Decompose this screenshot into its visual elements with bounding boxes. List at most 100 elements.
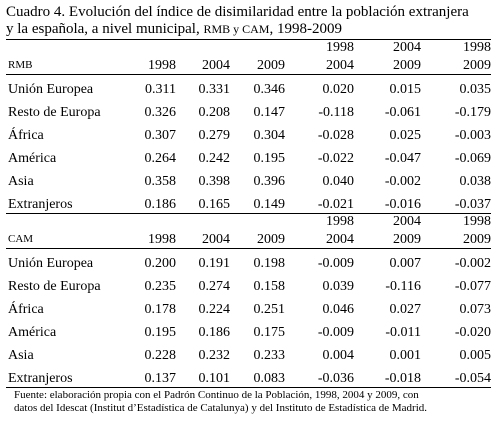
- row-label: Resto de Europa: [8, 105, 101, 120]
- row-label: Unión Europea: [8, 256, 94, 271]
- table-row: Resto de Europa 0.326 0.208 0.147 -0.118 -0.0…: [6, 98, 491, 121]
- value-cell: 0.346: [253, 82, 286, 97]
- year-header: 1998: [134, 230, 176, 249]
- value-cell: -0.020: [454, 325, 491, 340]
- value-cell: -0.037: [421, 190, 491, 214]
- table-row: Unión Europea 0.200 0.191 0.198 -0.009 0.007 -…: [6, 249, 491, 273]
- diff-bottom-label: 2004: [285, 56, 354, 75]
- value-cell: 0.228: [144, 348, 177, 363]
- value-cell: -0.054: [421, 364, 491, 388]
- source-line-2: datos del Idescat (Institut d’Estadístic…: [14, 402, 427, 414]
- year-header: 2004: [176, 56, 230, 75]
- value-cell: 0.311: [145, 82, 176, 97]
- row-label: América: [8, 151, 57, 166]
- value-cell: 0.195: [144, 325, 177, 340]
- value-cell: 0.149: [230, 190, 285, 214]
- row-label: Extranjeros: [6, 190, 134, 214]
- value-cell: 0.046: [322, 302, 355, 317]
- table-row: África 0.307 0.279 0.304 -0.028 0.025 -0.003: [6, 121, 491, 144]
- year-header: 1998: [134, 56, 176, 75]
- value-cell: 0.358: [144, 174, 177, 189]
- value-cell: 0.158: [253, 279, 286, 294]
- row-label: Extranjeros: [6, 364, 134, 388]
- caption-line-1: Cuadro 4. Evolución del índice de disimi…: [6, 4, 469, 20]
- row-label: Asia: [8, 174, 34, 189]
- year-header: 2004: [176, 230, 230, 249]
- diff-bottom-label: 2009: [354, 56, 421, 75]
- value-cell: -0.018: [354, 364, 421, 388]
- cam-header-diff-top-row: 1998 2004 1998: [6, 213, 491, 230]
- caption-line-2-part-c: , 1998-2009: [269, 21, 342, 37]
- value-cell: 0.165: [176, 190, 230, 214]
- value-cell: 0.007: [389, 256, 422, 271]
- diff-bottom-label: 2004: [285, 230, 354, 249]
- rmb-header-diff-top-row: 1998 2004 1998: [6, 39, 491, 56]
- value-cell: 0.083: [230, 364, 285, 388]
- value-cell: 0.178: [144, 302, 177, 317]
- value-cell: 0.015: [389, 82, 422, 97]
- table-row: América 0.264 0.242 0.195 -0.022 -0.047 -0.069: [6, 144, 491, 167]
- year-header: 2009: [230, 230, 285, 249]
- diff-bottom-label: 2009: [421, 230, 491, 249]
- value-cell: 0.039: [322, 279, 355, 294]
- year-header: 2009: [230, 56, 285, 75]
- value-cell: 0.025: [389, 128, 422, 143]
- region-label: RMB: [6, 56, 134, 75]
- value-cell: 0.398: [198, 174, 231, 189]
- value-cell: -0.003: [454, 128, 491, 143]
- cam-header-row: CAM 1998 2004 2009 2004 2009 2009: [6, 230, 491, 249]
- region-label: CAM: [6, 230, 134, 249]
- diff-top-label: 1998: [421, 39, 491, 56]
- source-note: Fuente: elaboración propia con el Padrón…: [6, 389, 491, 415]
- value-cell: 0.001: [389, 348, 422, 363]
- value-cell: -0.011: [385, 325, 421, 340]
- diff-top-label: 2004: [354, 39, 421, 56]
- value-cell: 0.274: [198, 279, 231, 294]
- diff-top-label: 1998: [285, 213, 354, 230]
- value-cell: -0.036: [285, 364, 354, 388]
- value-cell: 0.175: [253, 325, 286, 340]
- value-cell: 0.235: [144, 279, 177, 294]
- value-cell: -0.061: [384, 105, 421, 120]
- table-caption: Cuadro 4. Evolución del índice de disimi…: [6, 4, 491, 38]
- value-cell: 0.027: [389, 302, 422, 317]
- value-cell: 0.304: [253, 128, 286, 143]
- value-cell: 0.137: [134, 364, 176, 388]
- value-cell: -0.002: [454, 256, 491, 271]
- value-cell: 0.307: [144, 128, 177, 143]
- value-cell: 0.264: [144, 151, 177, 166]
- value-cell: -0.016: [354, 190, 421, 214]
- table-row: América 0.195 0.186 0.175 -0.009 -0.011 -0.020: [6, 318, 491, 341]
- value-cell: -0.021: [285, 190, 354, 214]
- table-row: Resto de Europa 0.235 0.274 0.158 0.039 -0.11…: [6, 272, 491, 295]
- value-cell: 0.073: [459, 302, 492, 317]
- value-cell: -0.009: [317, 325, 354, 340]
- value-cell: 0.101: [176, 364, 230, 388]
- value-cell: 0.200: [144, 256, 177, 271]
- diff-top-label: 1998: [285, 39, 354, 56]
- value-cell: -0.002: [384, 174, 421, 189]
- value-cell: -0.022: [317, 151, 354, 166]
- value-cell: -0.069: [454, 151, 491, 166]
- value-cell: 0.186: [198, 325, 231, 340]
- rmb-data-body: Unión Europea 0.311 0.331 0.346 0.020 0.015 0.…: [6, 75, 491, 214]
- value-cell: -0.028: [317, 128, 354, 143]
- value-cell: 0.251: [253, 302, 286, 317]
- dissimilarity-table: 1998 2004 1998 RMB 1998 2004 2009 2004 2…: [6, 39, 491, 388]
- table-row: Extranjeros 0.186 0.165 0.149 -0.021 -0.016 -0…: [6, 190, 491, 214]
- value-cell: 0.195: [253, 151, 286, 166]
- value-cell: 0.198: [253, 256, 286, 271]
- value-cell: 0.326: [144, 105, 177, 120]
- row-label: África: [8, 128, 44, 143]
- diff-top-label: 1998: [421, 213, 491, 230]
- row-label: Unión Europea: [8, 82, 94, 97]
- value-cell: 0.040: [322, 174, 355, 189]
- table-row: África 0.178 0.224 0.251 0.046 0.027 0.073: [6, 295, 491, 318]
- row-label: África: [8, 302, 44, 317]
- table-row: Asia 0.358 0.398 0.396 0.040 -0.002 0.038: [6, 167, 491, 190]
- diff-bottom-label: 2009: [421, 56, 491, 75]
- row-label: Asia: [8, 348, 34, 363]
- value-cell: 0.233: [253, 348, 286, 363]
- value-cell: -0.047: [384, 151, 421, 166]
